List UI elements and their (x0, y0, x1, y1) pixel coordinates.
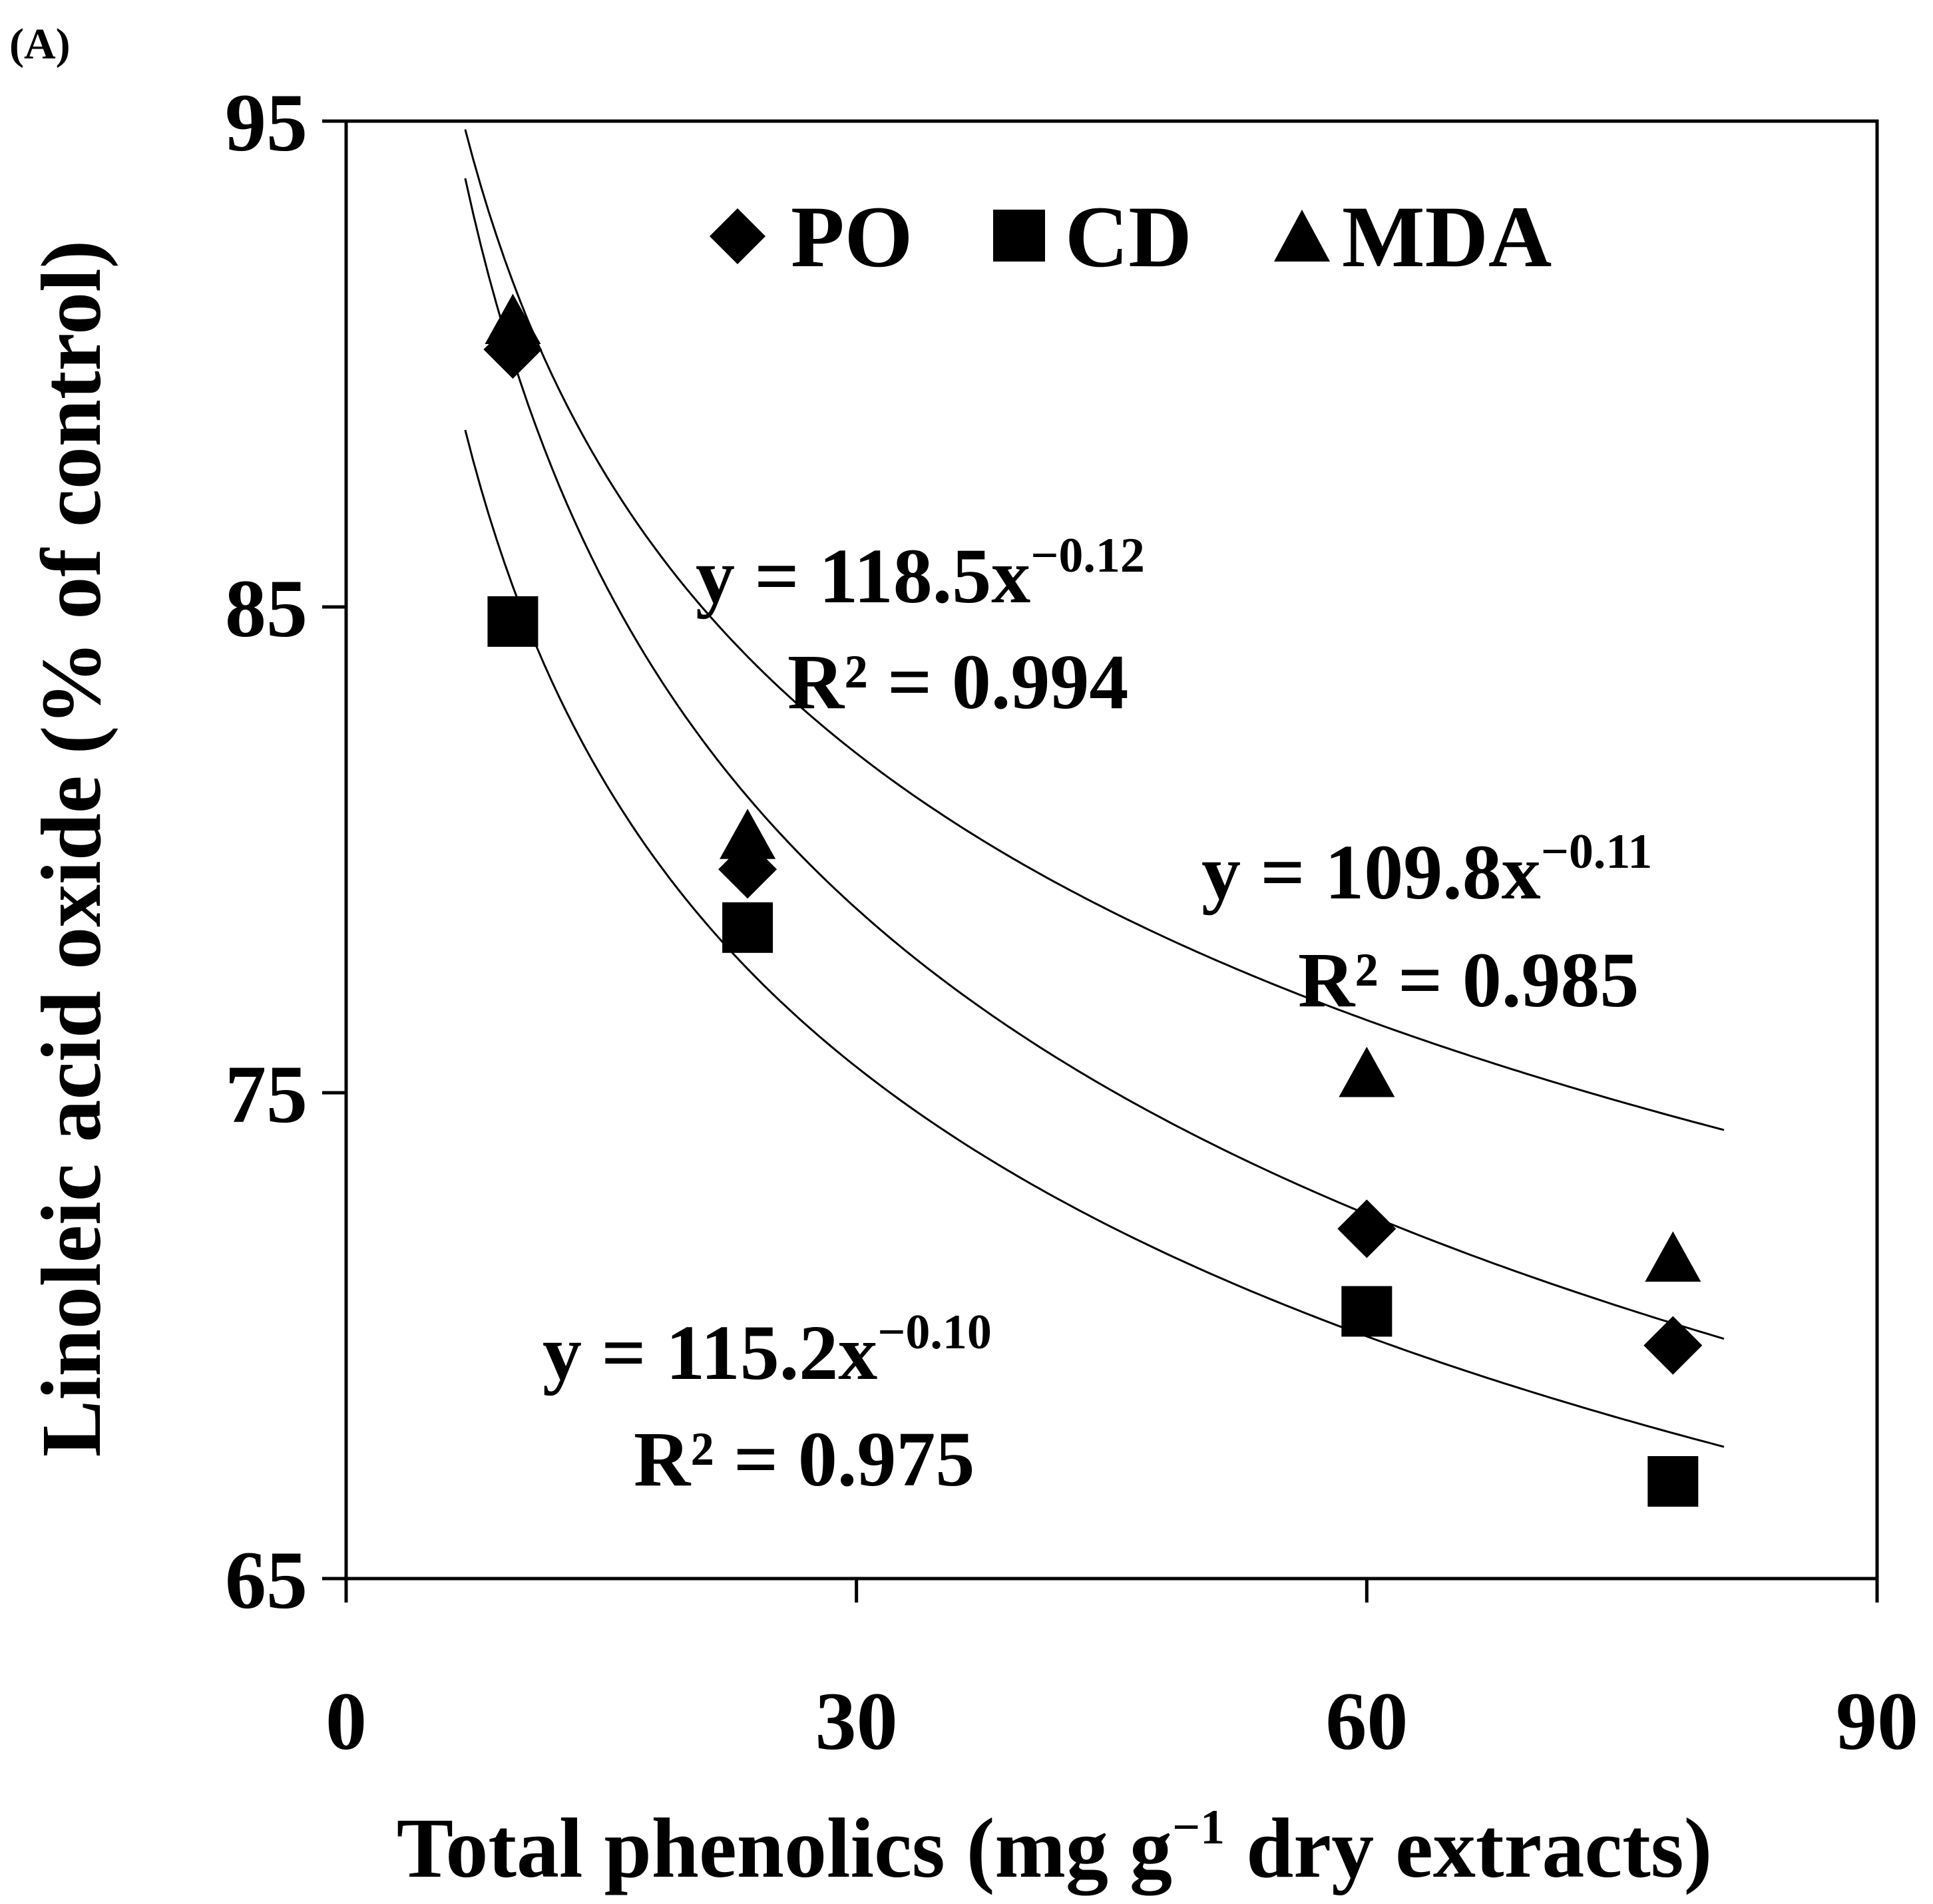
x-axis-title-main: Total phenolics (mg g (397, 1801, 1172, 1895)
legend: PO CD MDA (710, 188, 1552, 286)
r2-cd: R² = 0.975 (634, 1416, 974, 1503)
legend-marker-cd (993, 210, 1045, 262)
y-tick-label: 65 (225, 1535, 308, 1626)
y-tick-label: 75 (225, 1049, 308, 1140)
x-tick-label: 60 (1325, 1676, 1408, 1767)
data-points (483, 293, 1703, 1507)
equation-cd: y = 115.2x−0.10 (542, 1305, 992, 1396)
point-cd (1341, 1286, 1393, 1337)
x-tick-label: 90 (1836, 1676, 1918, 1767)
fit-curve-po (464, 429, 1725, 1448)
x-axis-title: Total phenolics (mg g−1 dry extracts) (397, 1800, 1712, 1895)
r2-mda: R² = 0.994 (787, 638, 1128, 725)
annotation-cd: y = 115.2x−0.10 R² = 0.975 (542, 1305, 992, 1503)
legend-marker-mda (1274, 210, 1330, 262)
equation-mda-main: y = 118.5x (696, 532, 1030, 620)
y-axis-title: Linoleic acid oxide (% of control) (24, 240, 118, 1457)
point-cd (487, 596, 538, 647)
equation-cd-main: y = 115.2x (542, 1309, 877, 1396)
x-tick-label: 30 (815, 1676, 898, 1767)
point-cd (1647, 1456, 1699, 1507)
x-axis-title-superscript: −1 (1172, 1800, 1225, 1855)
annotation-po: y = 109.8x−0.11 R² = 0.985 (1201, 825, 1652, 1024)
equation-po-exponent: −0.11 (1541, 825, 1653, 879)
panel-label: (A) (9, 20, 71, 69)
fit-curve-cd (464, 129, 1725, 1131)
x-tick-label: 0 (325, 1676, 367, 1767)
fit-curve-mda (464, 178, 1725, 1340)
r2-po: R² = 0.985 (1298, 936, 1639, 1024)
point-po (1337, 1199, 1396, 1258)
y-tick-label: 95 (225, 77, 308, 168)
x-axis-title-rest: dry extracts) (1225, 1801, 1712, 1895)
equation-mda-exponent: −0.12 (1030, 528, 1145, 583)
equation-cd-exponent: −0.10 (877, 1305, 992, 1360)
y-tick-label: 85 (225, 563, 308, 654)
axis-ticks: 65 75 85 95 0 30 60 90 (225, 77, 1918, 1767)
point-mda (1645, 1231, 1701, 1282)
point-mda (720, 809, 776, 859)
equation-mda: y = 118.5x−0.12 (696, 528, 1145, 620)
legend-label-mda: MDA (1342, 188, 1552, 286)
equation-po: y = 109.8x−0.11 (1201, 825, 1652, 916)
plot-area-frame (344, 119, 1879, 1581)
point-cd (722, 902, 773, 953)
legend-label-cd: CD (1065, 188, 1192, 286)
point-po (1643, 1316, 1703, 1375)
point-mda (1339, 1046, 1395, 1097)
annotation-mda: y = 118.5x−0.12 R² = 0.994 (696, 528, 1145, 725)
fit-curves (464, 129, 1725, 1448)
point-mda (485, 293, 541, 344)
legend-label-po: PO (791, 188, 913, 286)
legend-marker-po (710, 208, 765, 264)
equation-po-main: y = 109.8x (1201, 829, 1541, 916)
